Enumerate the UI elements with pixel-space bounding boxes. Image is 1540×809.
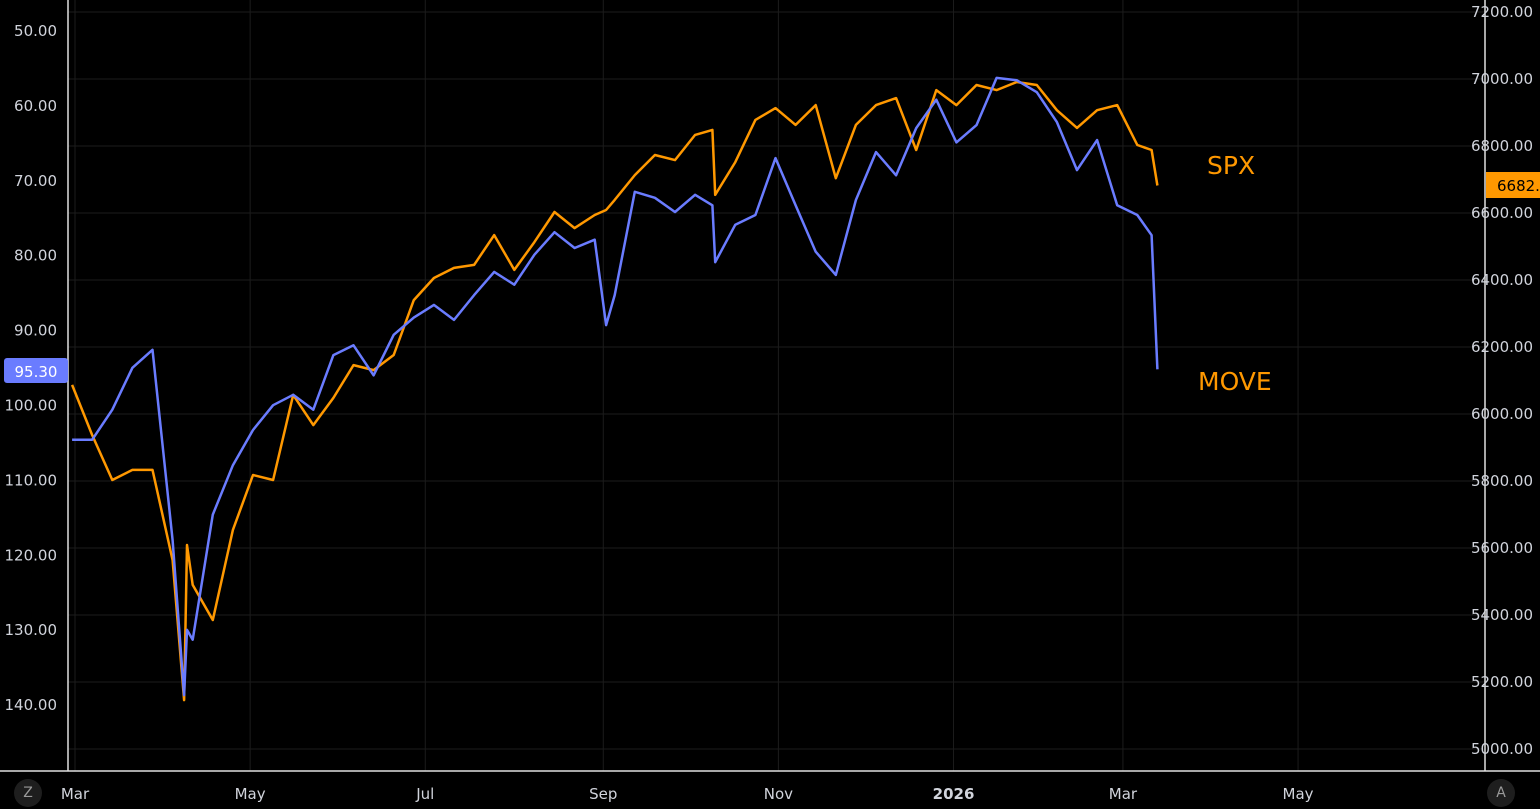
left-axis[interactable]: 50.00 60.00 70.00 80.00 90.00 100.00 110.00 120… <box>5 22 58 714</box>
left-tick-label: 110.00 <box>5 471 58 489</box>
time-tick-label: Mar <box>1109 785 1138 803</box>
zoom-reset-button[interactable]: Z <box>14 779 42 807</box>
auto-scale-button[interactable]: A <box>1487 779 1515 807</box>
annotation-move: MOVE <box>1198 367 1272 396</box>
right-tick-label: 5800.00 <box>1471 472 1533 490</box>
left-tick-label: 60.00 <box>14 97 57 115</box>
time-tick-label: May <box>1283 785 1314 803</box>
right-tick-label: 5200.00 <box>1471 673 1533 691</box>
series-line-spx <box>70 80 1159 702</box>
right-tick-label: 7200.00 <box>1471 3 1533 21</box>
left-tick-label: 50.00 <box>14 22 57 40</box>
time-tick-label: May <box>235 785 266 803</box>
right-tick-label: 6800.00 <box>1471 137 1533 155</box>
time-tick-label: Jul <box>415 785 434 803</box>
time-axis[interactable]: Mar May Jul Sep Nov 2026 Mar May <box>61 785 1314 803</box>
right-tick-label: 5400.00 <box>1471 606 1533 624</box>
right-tick-label: 6600.00 <box>1471 204 1533 222</box>
move-last-value: 95.30 <box>15 363 58 381</box>
right-tick-label: 7000.00 <box>1471 70 1533 88</box>
right-last-value-badge: 6682.00 <box>1486 172 1540 198</box>
left-tick-label: 80.00 <box>14 247 57 265</box>
right-tick-label: 6000.00 <box>1471 405 1533 423</box>
right-tick-label: 6200.00 <box>1471 338 1533 356</box>
left-tick-label: 100.00 <box>5 397 58 415</box>
right-axis[interactable]: 7200.00 7000.00 6800.00 6600.00 6400.00 6200.… <box>1471 3 1533 758</box>
annotation-spx: SPX <box>1207 151 1255 180</box>
right-tick-label: 5000.00 <box>1471 740 1533 758</box>
left-tick-label: 90.00 <box>14 322 57 340</box>
time-tick-label: Sep <box>589 785 617 803</box>
left-last-value-badge: 95.30 <box>4 358 68 383</box>
time-tick-label: Mar <box>61 785 90 803</box>
time-tick-label: Nov <box>764 785 793 803</box>
left-tick-label: 140.00 <box>5 696 58 714</box>
series-layer <box>70 76 1159 702</box>
spx-last-value: 6682.00 <box>1497 177 1540 195</box>
right-tick-label: 6400.00 <box>1471 271 1533 289</box>
auto-scale-label: A <box>1496 785 1506 801</box>
grid <box>68 0 1485 771</box>
series-line-move <box>72 76 1159 697</box>
right-tick-label: 5600.00 <box>1471 539 1533 557</box>
left-tick-label: 70.00 <box>14 172 57 190</box>
left-tick-label: 130.00 <box>5 621 58 639</box>
time-tick-label: 2026 <box>933 785 975 803</box>
zoom-reset-label: Z <box>23 785 33 801</box>
left-tick-label: 120.00 <box>5 546 58 564</box>
